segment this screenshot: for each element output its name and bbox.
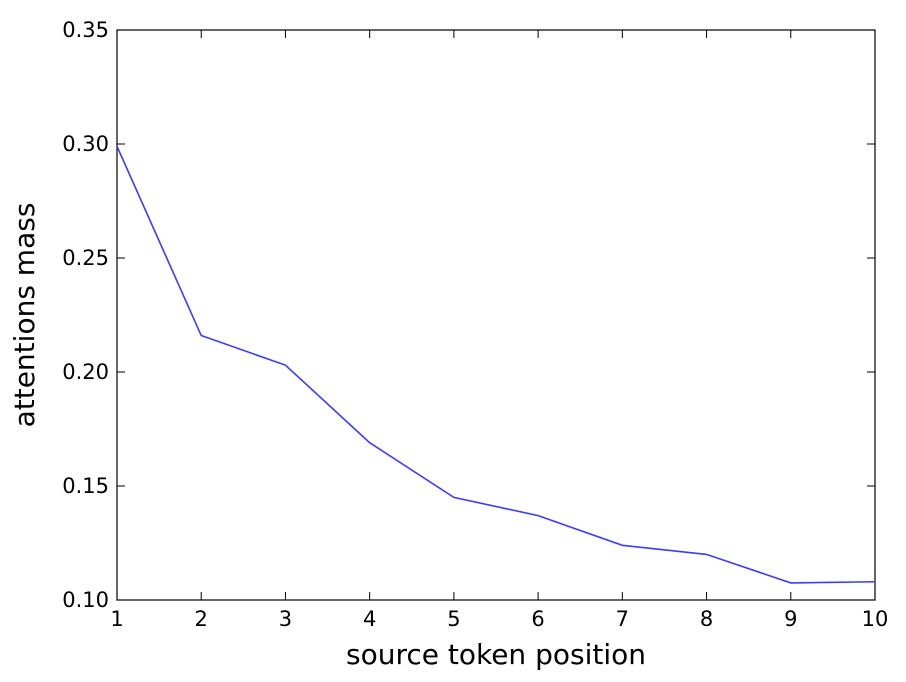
line-series <box>116 145 876 584</box>
y-tick-label: 0.20 <box>62 360 109 384</box>
y-tick-label: 0.25 <box>62 246 109 270</box>
x-tick-label: 9 <box>784 607 797 631</box>
x-axis-title: source token position <box>346 638 646 671</box>
x-tick-label: 10 <box>862 607 889 631</box>
y-tick-label: 0.10 <box>62 588 109 612</box>
y-axis-title: attentions mass <box>8 203 41 428</box>
y-tick-label: 0.15 <box>62 474 109 498</box>
x-tick-label: 8 <box>700 607 713 631</box>
x-tick-label: 1 <box>110 607 123 631</box>
x-tick-label: 7 <box>616 607 629 631</box>
x-tick-label: 3 <box>279 607 292 631</box>
x-tick-label: 5 <box>447 607 460 631</box>
plot-frame <box>116 29 876 601</box>
y-tick-label: 0.30 <box>62 132 109 156</box>
y-tick-label: 0.35 <box>62 18 109 42</box>
x-tick-label: 2 <box>195 607 208 631</box>
x-tick-label: 4 <box>363 607 376 631</box>
x-tick-label: 6 <box>531 607 544 631</box>
